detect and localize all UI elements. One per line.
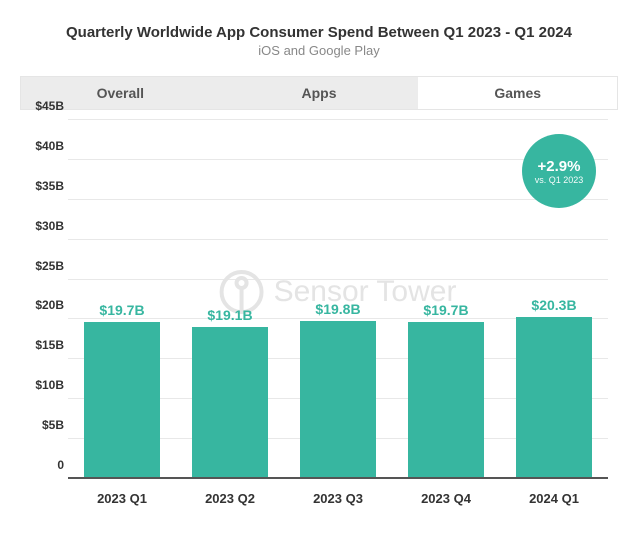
tab-games[interactable]: Games (418, 77, 617, 109)
bar (408, 322, 484, 479)
chart-title: Quarterly Worldwide App Consumer Spend B… (20, 24, 618, 41)
bar-column: $19.1B (176, 120, 284, 479)
bar (192, 327, 268, 479)
bar-column: $19.7B (392, 120, 500, 479)
x-axis-label: 2023 Q2 (176, 483, 284, 519)
y-axis-label: $5B (20, 418, 64, 432)
badge-main-text: +2.9% (538, 158, 581, 175)
y-axis-label: $20B (20, 298, 64, 312)
y-axis-label: $35B (20, 179, 64, 193)
y-axis-label: $25B (20, 259, 64, 273)
bar (516, 317, 592, 479)
chart-subtitle: iOS and Google Play (20, 43, 618, 58)
bar-value-label: $19.7B (99, 302, 144, 318)
tabs-container: Overall Apps Games (20, 76, 618, 109)
y-axis-label: 0 (20, 458, 64, 472)
bar (84, 322, 160, 479)
bar-column: $19.8B (284, 120, 392, 479)
x-axis-label: 2023 Q1 (68, 483, 176, 519)
bar-value-label: $19.8B (315, 301, 360, 317)
badge-sub-text: vs. Q1 2023 (535, 175, 584, 185)
y-axis-label: $15B (20, 338, 64, 352)
x-axis-label: 2024 Q1 (500, 483, 608, 519)
bar-value-label: $19.7B (423, 302, 468, 318)
y-axis-label: $10B (20, 378, 64, 392)
bar-value-label: $20.3B (531, 297, 576, 313)
bar-value-label: $19.1B (207, 307, 252, 323)
growth-badge: +2.9% vs. Q1 2023 (522, 134, 596, 208)
bar (300, 321, 376, 479)
x-axis-line (68, 477, 608, 479)
y-axis-label: $45B (20, 99, 64, 113)
bar-column: $19.7B (68, 120, 176, 479)
chart-area: Sensor Tower $19.7B$19.1B$19.8B$19.7B$20… (20, 109, 618, 519)
y-axis-label: $40B (20, 139, 64, 153)
tab-apps[interactable]: Apps (220, 77, 419, 109)
x-axis-label: 2023 Q3 (284, 483, 392, 519)
y-axis-label: $30B (20, 219, 64, 233)
x-axis-label: 2023 Q4 (392, 483, 500, 519)
x-labels-container: 2023 Q12023 Q22023 Q32023 Q42024 Q1 (68, 483, 608, 519)
